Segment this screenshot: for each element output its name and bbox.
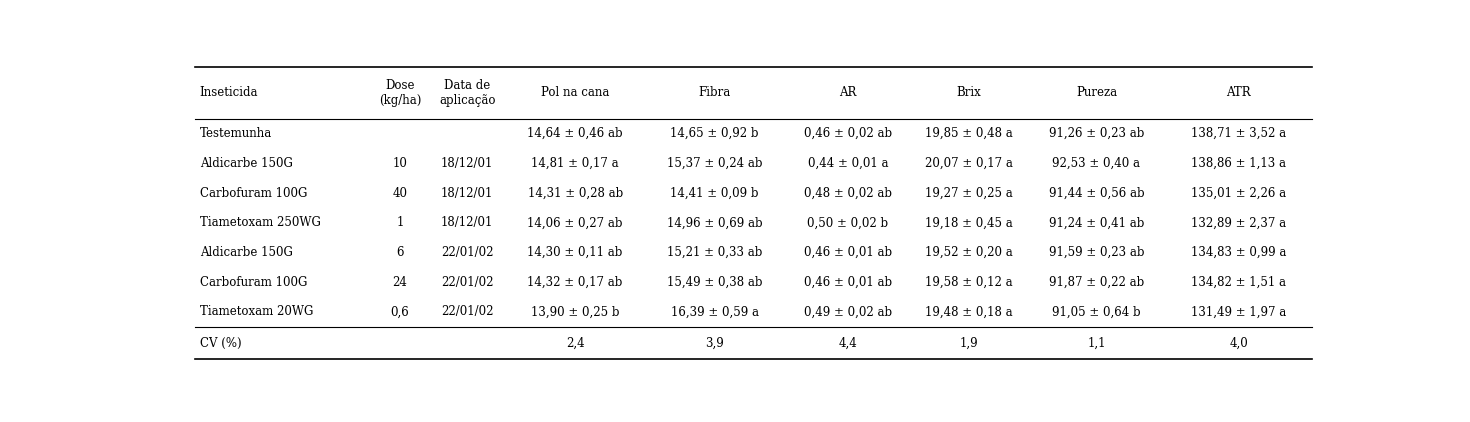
Text: 138,86 ± 1,13 a: 138,86 ± 1,13 a: [1191, 157, 1286, 170]
Text: 6: 6: [397, 246, 404, 259]
Text: 91,24 ± 0,41 ab: 91,24 ± 0,41 ab: [1048, 216, 1144, 230]
Text: Tiametoxam 20WG: Tiametoxam 20WG: [200, 306, 313, 319]
Text: 14,30 ± 0,11 ab: 14,30 ± 0,11 ab: [528, 246, 623, 259]
Text: 132,89 ± 2,37 a: 132,89 ± 2,37 a: [1191, 216, 1286, 230]
Text: Inseticida: Inseticida: [200, 87, 259, 100]
Text: 3,9: 3,9: [706, 337, 723, 349]
Text: Data de
aplicação: Data de aplicação: [440, 79, 495, 107]
Text: Aldicarbe 150G: Aldicarbe 150G: [200, 157, 293, 170]
Text: 2,4: 2,4: [566, 337, 585, 349]
Text: 13,90 ± 0,25 b: 13,90 ± 0,25 b: [531, 306, 619, 319]
Text: 0,44 ± 0,01 a: 0,44 ± 0,01 a: [807, 157, 888, 170]
Text: 14,41 ± 0,09 b: 14,41 ± 0,09 b: [670, 187, 759, 200]
Text: Carbofuram 100G: Carbofuram 100G: [200, 187, 307, 200]
Text: 14,32 ± 0,17 ab: 14,32 ± 0,17 ab: [528, 276, 623, 289]
Text: 15,49 ± 0,38 ab: 15,49 ± 0,38 ab: [667, 276, 763, 289]
Text: 0,46 ± 0,01 ab: 0,46 ± 0,01 ab: [804, 246, 892, 259]
Text: 0,46 ± 0,01 ab: 0,46 ± 0,01 ab: [804, 276, 892, 289]
Text: Fibra: Fibra: [698, 87, 731, 100]
Text: 19,85 ± 0,48 a: 19,85 ± 0,48 a: [925, 127, 1013, 140]
Text: 22/01/02: 22/01/02: [441, 246, 494, 259]
Text: 14,96 ± 0,69 ab: 14,96 ± 0,69 ab: [667, 216, 763, 230]
Text: Dose
(kg/ha): Dose (kg/ha): [379, 79, 422, 107]
Text: Carbofuram 100G: Carbofuram 100G: [200, 276, 307, 289]
Text: 14,65 ± 0,92 b: 14,65 ± 0,92 b: [670, 127, 759, 140]
Text: 19,58 ± 0,12 a: 19,58 ± 0,12 a: [925, 276, 1013, 289]
Text: 91,87 ± 0,22 ab: 91,87 ± 0,22 ab: [1048, 276, 1144, 289]
Text: 0,46 ± 0,02 ab: 0,46 ± 0,02 ab: [804, 127, 892, 140]
Text: 19,18 ± 0,45 a: 19,18 ± 0,45 a: [925, 216, 1013, 230]
Text: 134,82 ± 1,51 a: 134,82 ± 1,51 a: [1191, 276, 1286, 289]
Text: 1,1: 1,1: [1088, 337, 1105, 349]
Text: 131,49 ± 1,97 a: 131,49 ± 1,97 a: [1191, 306, 1286, 319]
Text: 91,05 ± 0,64 b: 91,05 ± 0,64 b: [1053, 306, 1141, 319]
Text: 14,06 ± 0,27 ab: 14,06 ± 0,27 ab: [528, 216, 623, 230]
Text: 91,44 ± 0,56 ab: 91,44 ± 0,56 ab: [1048, 187, 1144, 200]
Text: 0,50 ± 0,02 b: 0,50 ± 0,02 b: [807, 216, 888, 230]
Text: 1,9: 1,9: [960, 337, 979, 349]
Text: 18/12/01: 18/12/01: [441, 187, 494, 200]
Text: Aldicarbe 150G: Aldicarbe 150G: [200, 246, 293, 259]
Text: 15,37 ± 0,24 ab: 15,37 ± 0,24 ab: [667, 157, 763, 170]
Text: 19,27 ± 0,25 a: 19,27 ± 0,25 a: [925, 187, 1013, 200]
Text: ATR: ATR: [1226, 87, 1251, 100]
Text: 0,49 ± 0,02 ab: 0,49 ± 0,02 ab: [804, 306, 892, 319]
Text: 18/12/01: 18/12/01: [441, 157, 494, 170]
Text: 15,21 ± 0,33 ab: 15,21 ± 0,33 ab: [667, 246, 763, 259]
Text: 40: 40: [392, 187, 407, 200]
Text: CV (%): CV (%): [200, 337, 241, 349]
Text: 0,48 ± 0,02 ab: 0,48 ± 0,02 ab: [804, 187, 892, 200]
Text: Tiametoxam 250WG: Tiametoxam 250WG: [200, 216, 320, 230]
Text: 22/01/02: 22/01/02: [441, 306, 494, 319]
Text: 18/12/01: 18/12/01: [441, 216, 494, 230]
Text: 4,0: 4,0: [1229, 337, 1248, 349]
Text: 14,31 ± 0,28 ab: 14,31 ± 0,28 ab: [528, 187, 623, 200]
Text: 1: 1: [397, 216, 404, 230]
Text: Brix: Brix: [957, 87, 982, 100]
Text: 16,39 ± 0,59 a: 16,39 ± 0,59 a: [670, 306, 759, 319]
Text: 135,01 ± 2,26 a: 135,01 ± 2,26 a: [1191, 187, 1286, 200]
Text: 22/01/02: 22/01/02: [441, 276, 494, 289]
Text: 4,4: 4,4: [838, 337, 857, 349]
Text: 91,59 ± 0,23 ab: 91,59 ± 0,23 ab: [1048, 246, 1144, 259]
Text: AR: AR: [839, 87, 857, 100]
Text: 91,26 ± 0,23 ab: 91,26 ± 0,23 ab: [1048, 127, 1144, 140]
Text: 19,52 ± 0,20 a: 19,52 ± 0,20 a: [925, 246, 1013, 259]
Text: 138,71 ± 3,52 a: 138,71 ± 3,52 a: [1191, 127, 1286, 140]
Text: 24: 24: [392, 276, 407, 289]
Text: 92,53 ± 0,40 a: 92,53 ± 0,40 a: [1053, 157, 1141, 170]
Text: Testemunha: Testemunha: [200, 127, 272, 140]
Text: 14,81 ± 0,17 a: 14,81 ± 0,17 a: [531, 157, 619, 170]
Text: 19,48 ± 0,18 a: 19,48 ± 0,18 a: [925, 306, 1013, 319]
Text: Pureza: Pureza: [1076, 87, 1117, 100]
Text: Pol na cana: Pol na cana: [541, 87, 610, 100]
Text: 10: 10: [392, 157, 407, 170]
Text: 134,83 ± 0,99 a: 134,83 ± 0,99 a: [1191, 246, 1286, 259]
Text: 20,07 ± 0,17 a: 20,07 ± 0,17 a: [925, 157, 1013, 170]
Text: 0,6: 0,6: [391, 306, 409, 319]
Text: 14,64 ± 0,46 ab: 14,64 ± 0,46 ab: [528, 127, 623, 140]
